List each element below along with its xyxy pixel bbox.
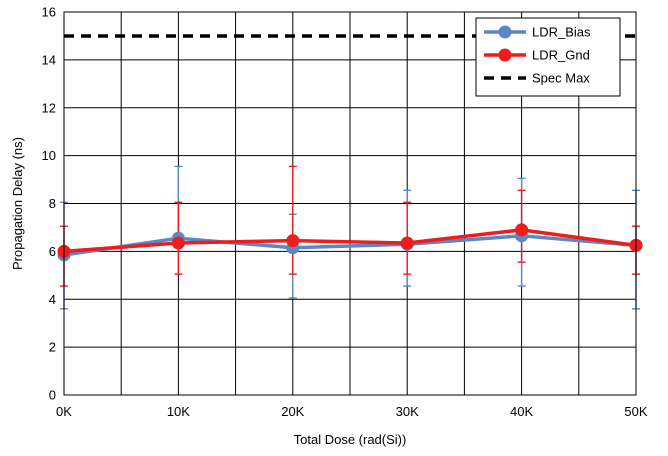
series-line-ldr-bias xyxy=(63,234,637,257)
y-axis-title: Propagation Delay (ns) xyxy=(10,137,25,270)
legend-label: LDR_Gnd xyxy=(532,48,590,63)
x-tick-label: 0K xyxy=(56,404,72,419)
y-tick-label: 4 xyxy=(49,292,56,307)
data-point xyxy=(171,236,185,250)
x-axis-title: Total Dose (rad(Si)) xyxy=(294,432,407,447)
plot-frame xyxy=(63,11,637,396)
legend: LDR_Bias LDR_Gnd Spec Max xyxy=(475,17,621,97)
y-tick-label: 6 xyxy=(49,244,56,259)
y-tick-label: 0 xyxy=(49,388,56,403)
legend-marker xyxy=(498,25,512,39)
x-tick-label: 20K xyxy=(281,404,304,419)
legend-marker xyxy=(498,48,512,62)
y-tick-label: 14 xyxy=(42,52,56,67)
y-tick-label: 10 xyxy=(42,148,56,163)
x-tick-label: 10K xyxy=(167,404,190,419)
y-tick-label: 8 xyxy=(49,196,56,211)
data-point xyxy=(515,223,529,237)
legend-label: LDR_Bias xyxy=(532,25,591,40)
data-point xyxy=(400,236,414,250)
y-tick-label: 12 xyxy=(42,100,56,115)
legend-label: Spec Max xyxy=(532,71,590,86)
x-tick-label: 30K xyxy=(396,404,419,419)
x-tick-label: 50K xyxy=(624,404,647,419)
tick-labels: 0 2 4 6 8 10 12 14 16 0K 10K 20K 30K 40K 50K xyxy=(42,5,648,420)
y-tick-label: 16 xyxy=(42,5,56,20)
y-tick-label: 2 xyxy=(49,340,56,355)
data-point xyxy=(286,234,300,248)
x-tick-label: 40K xyxy=(510,404,533,419)
series-line-ldr-gnd xyxy=(63,228,637,254)
